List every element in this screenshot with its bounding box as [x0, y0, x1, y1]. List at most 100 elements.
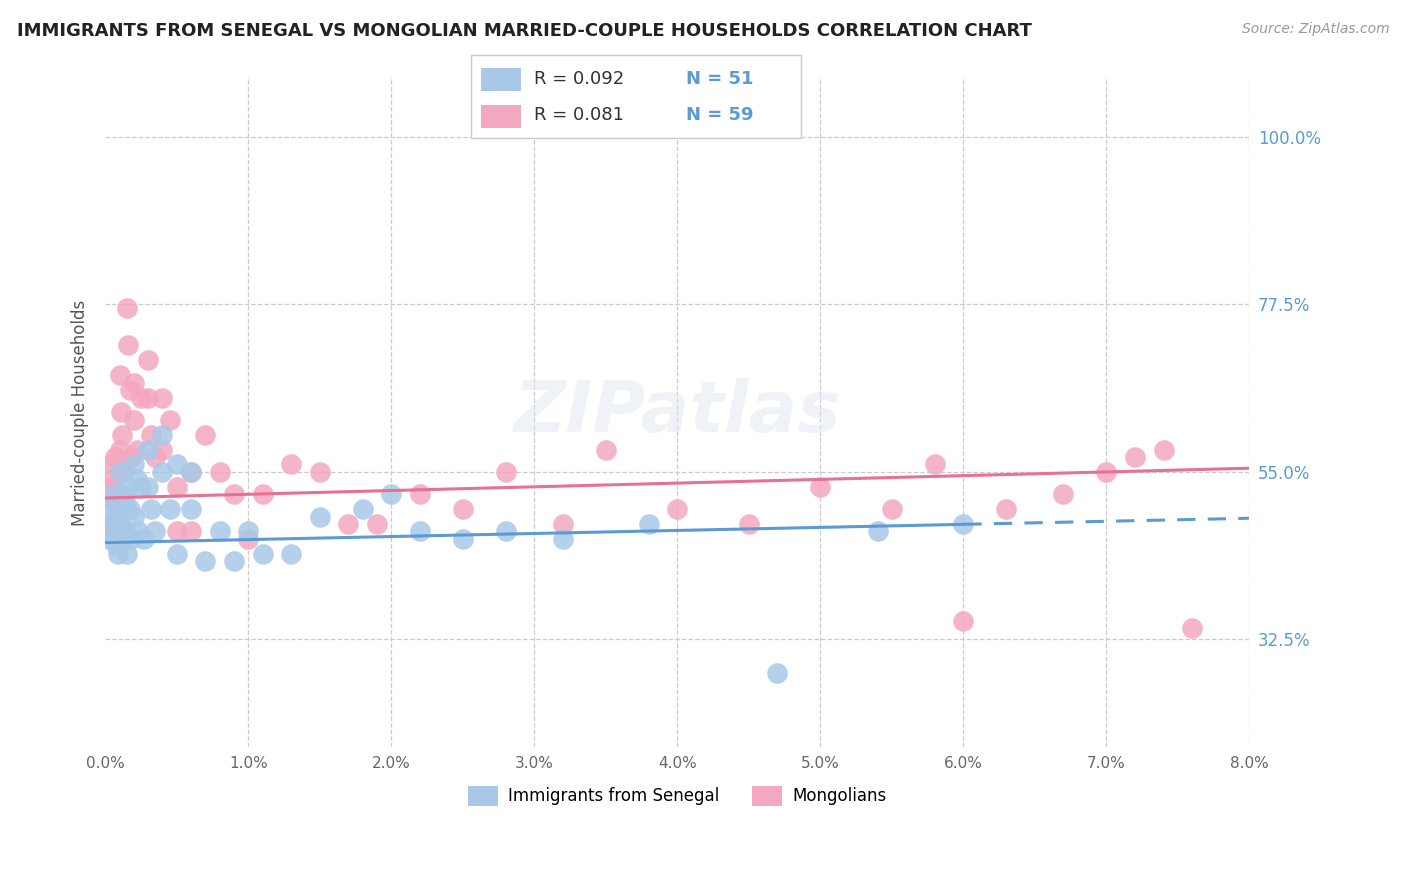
- Point: [995, 502, 1018, 516]
- Point: [180, 465, 202, 479]
- Point: [280, 547, 302, 561]
- Point: [101, 516, 124, 531]
- Point: [129, 480, 152, 494]
- Point: [118, 502, 141, 516]
- Point: [111, 487, 134, 501]
- Point: [222, 487, 245, 501]
- Point: [880, 502, 903, 516]
- Point: [120, 532, 142, 546]
- Point: [100, 458, 122, 472]
- Point: [139, 502, 162, 516]
- Point: [180, 502, 202, 516]
- Point: [117, 338, 139, 352]
- Legend: Immigrants from Senegal, Mongolians: Immigrants from Senegal, Mongolians: [461, 779, 893, 813]
- Point: [451, 502, 474, 516]
- Point: [766, 665, 789, 680]
- Point: [101, 472, 124, 486]
- Point: [409, 524, 432, 539]
- Point: [118, 383, 141, 397]
- Point: [194, 554, 217, 568]
- Point: [132, 532, 155, 546]
- Point: [1095, 465, 1118, 479]
- Point: [159, 502, 181, 516]
- Point: [551, 516, 574, 531]
- Point: [808, 480, 831, 494]
- Text: IMMIGRANTS FROM SENEGAL VS MONGOLIAN MARRIED-COUPLE HOUSEHOLDS CORRELATION CHART: IMMIGRANTS FROM SENEGAL VS MONGOLIAN MAR…: [17, 22, 1032, 40]
- Point: [952, 516, 974, 531]
- Point: [98, 524, 121, 539]
- Point: [238, 524, 260, 539]
- Point: [112, 524, 135, 539]
- Point: [127, 524, 149, 539]
- Point: [98, 487, 121, 501]
- Point: [924, 458, 946, 472]
- Point: [738, 516, 761, 531]
- Point: [166, 524, 188, 539]
- Point: [104, 509, 127, 524]
- Point: [125, 442, 148, 457]
- Point: [252, 547, 274, 561]
- Point: [115, 301, 138, 315]
- Point: [107, 524, 129, 539]
- Point: [139, 427, 162, 442]
- Point: [143, 524, 166, 539]
- Text: N = 59: N = 59: [686, 106, 754, 124]
- Point: [107, 547, 129, 561]
- Point: [122, 376, 145, 390]
- Text: N = 51: N = 51: [686, 70, 754, 87]
- Point: [366, 516, 388, 531]
- Point: [104, 450, 127, 464]
- Point: [111, 427, 134, 442]
- Point: [114, 494, 136, 508]
- Point: [380, 487, 402, 501]
- Point: [308, 465, 330, 479]
- Point: [166, 480, 188, 494]
- Point: [208, 524, 231, 539]
- Point: [122, 413, 145, 427]
- Point: [108, 516, 131, 531]
- Point: [136, 391, 159, 405]
- Point: [115, 547, 138, 561]
- Point: [108, 465, 131, 479]
- Point: [152, 427, 174, 442]
- Point: [1181, 621, 1204, 635]
- Text: ZIPatlas: ZIPatlas: [513, 378, 841, 447]
- Point: [352, 502, 374, 516]
- Point: [595, 442, 617, 457]
- Point: [666, 502, 689, 516]
- Point: [152, 442, 174, 457]
- Point: [125, 472, 148, 486]
- Point: [101, 516, 124, 531]
- Point: [1123, 450, 1146, 464]
- Point: [252, 487, 274, 501]
- Point: [1052, 487, 1074, 501]
- Point: [112, 465, 135, 479]
- Point: [308, 509, 330, 524]
- Text: R = 0.092: R = 0.092: [534, 70, 624, 87]
- Point: [136, 353, 159, 368]
- Point: [152, 391, 174, 405]
- Point: [866, 524, 889, 539]
- Point: [120, 450, 142, 464]
- Point: [337, 516, 360, 531]
- Point: [495, 524, 517, 539]
- Point: [100, 502, 122, 516]
- Point: [103, 487, 125, 501]
- Point: [129, 391, 152, 405]
- Point: [551, 532, 574, 546]
- Point: [1153, 442, 1175, 457]
- Point: [166, 547, 188, 561]
- Point: [495, 465, 517, 479]
- Point: [97, 532, 120, 546]
- Point: [117, 480, 139, 494]
- Point: [152, 465, 174, 479]
- Point: [108, 442, 131, 457]
- Point: [637, 516, 659, 531]
- Point: [105, 540, 128, 554]
- Point: [451, 532, 474, 546]
- Point: [222, 554, 245, 568]
- Point: [122, 458, 145, 472]
- Point: [280, 458, 302, 472]
- Point: [143, 450, 166, 464]
- Point: [97, 480, 120, 494]
